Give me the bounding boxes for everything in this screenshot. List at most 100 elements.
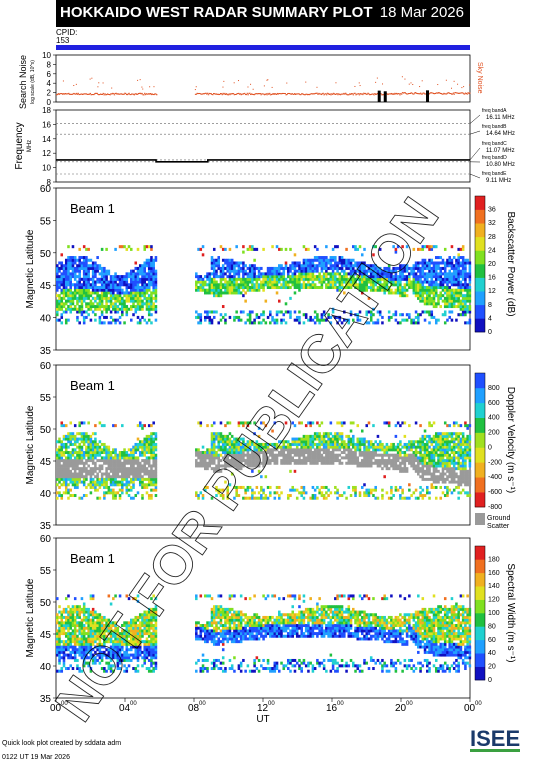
colorbar-tick-power-7: 28 xyxy=(488,234,496,241)
colorbar-label-width: Spectral Width (m s⁻¹) xyxy=(505,563,516,662)
colorbar-seg-width-2 xyxy=(475,639,485,654)
beam-label-power: Beam 1 xyxy=(70,201,115,216)
colorbar-tick-velocity-4: 0 xyxy=(488,444,492,451)
colorbar-seg-width-3 xyxy=(475,626,485,641)
cpid-value: 153 xyxy=(56,36,70,45)
colorbar-seg-power-5 xyxy=(475,250,485,265)
freq-band-value-4: 9.11 MHz xyxy=(486,178,511,184)
heatmap-cells-width xyxy=(56,594,472,673)
lat-tick-label-velocity-5: 60 xyxy=(40,361,52,372)
colorbar-seg-velocity-8 xyxy=(475,373,485,389)
colorbar-label-velocity: Doppler Velocity (m s⁻¹) xyxy=(505,387,516,493)
colorbar-tick-power-2: 8 xyxy=(488,302,492,309)
freq-band-name-0: freq bandA xyxy=(482,108,507,114)
colorbar-seg-velocity-1 xyxy=(475,477,485,493)
colorbar-tick-width-2: 40 xyxy=(488,650,496,657)
colorbar-seg-width-6 xyxy=(475,586,485,600)
colorbar-frame-velocity xyxy=(474,372,486,508)
colorbar-tick-velocity-2: -400 xyxy=(488,474,502,481)
freq-tick-label-3: 14 xyxy=(42,135,51,144)
colorbar-label-group-width: Spectral Width (m s⁻¹) xyxy=(505,563,516,662)
heatmap-cells-power xyxy=(56,245,472,325)
freq-band-value-0: 16.11 MHz xyxy=(486,115,515,121)
colorbar-seg-velocity-6 xyxy=(475,402,485,418)
plot-title: HOKKAIDO WEST RADAR SUMMARY PLOT xyxy=(60,4,373,21)
colorbar-seg-width-1 xyxy=(475,653,485,667)
x-tick-label-4: 16 xyxy=(326,703,338,714)
beam-label-bg-velocity xyxy=(66,375,136,395)
lat-ylabel-group-velocity: Magnetic Latitude xyxy=(25,405,36,484)
beam-label-bg-width xyxy=(66,548,136,568)
freq-band-name-3: freq bandD xyxy=(482,155,507,161)
colorbar-tick-power-9: 36 xyxy=(488,207,496,214)
cpid-key: CPID: xyxy=(56,28,78,37)
colorbar-seg-power-4 xyxy=(475,264,485,278)
colorbar-tick-width-3: 60 xyxy=(488,637,496,644)
colorbar-tick-velocity-1: -600 xyxy=(488,489,502,496)
colorbar-tick-width-6: 120 xyxy=(488,597,500,604)
colorbar-tick-width-4: 80 xyxy=(488,623,496,630)
colorbar-tick-width-8: 160 xyxy=(488,570,500,577)
colorbar-tick-width-1: 20 xyxy=(488,664,496,671)
colorbar-tick-width-0: 0 xyxy=(488,677,492,684)
lat-tick-label-velocity-1: 40 xyxy=(40,489,52,500)
beam-label-bg-power xyxy=(66,198,136,218)
noise-right-label-group: Sky Noise xyxy=(476,62,483,94)
isee-logo-bar xyxy=(470,749,520,752)
x-tick-label-6: 00 xyxy=(464,703,476,714)
lat-tick-label-velocity-4: 55 xyxy=(40,393,52,404)
colorbar-tick-power-8: 32 xyxy=(488,220,496,227)
freq-unit: MHz xyxy=(27,140,33,152)
freq-tick-label-4: 16 xyxy=(42,120,51,129)
colorbar-seg-velocity-2 xyxy=(475,462,485,478)
colorbar-tick-power-5: 20 xyxy=(488,261,496,268)
noise-tick-label-2: 4 xyxy=(47,79,52,88)
lat-tick-label-velocity-0: 35 xyxy=(40,521,52,532)
noise-panel-frame xyxy=(55,54,471,103)
freq-band-value-3: 10.80 MHz xyxy=(486,162,515,168)
colorbar-frame-power xyxy=(474,195,486,333)
colorbar-seg-power-3 xyxy=(475,277,485,292)
plot-title-bar: HOKKAIDO WEST RADAR SUMMARY PLOT 18 Mar … xyxy=(56,0,470,27)
colorbar-seg-power-7 xyxy=(475,223,485,238)
freq-ylabel-group: Frequency MHz xyxy=(14,122,33,169)
lat-tick-label-power-4: 55 xyxy=(40,216,52,227)
colorbar-seg-width-0 xyxy=(475,666,485,681)
freq-band-leader-4 xyxy=(469,173,481,179)
lat-ylabel-group-power: Magnetic Latitude xyxy=(25,229,36,308)
noise-tick-label-4: 8 xyxy=(47,60,52,69)
lat-tick-label-power-5: 60 xyxy=(40,184,52,195)
lat-ylabel-velocity: Magnetic Latitude xyxy=(25,405,36,484)
plot-date: 18 Mar 2026 xyxy=(379,4,464,21)
colorbar-seg-power-6 xyxy=(475,236,485,251)
lat-tick-label-width-2: 45 xyxy=(40,630,52,641)
footer-credit: Quick look plot created by sddata adm xyxy=(2,740,122,747)
x-tick-sup-3: 00 xyxy=(268,701,275,707)
colorbar-seg-velocity-5 xyxy=(475,417,485,433)
freq-band-name-1: freq bandB xyxy=(482,124,507,130)
lat-ylabel-width: Magnetic Latitude xyxy=(25,578,36,657)
colorbar-tick-power-1: 4 xyxy=(488,315,492,322)
footer-timestamp: 0122 UT 19 Mar 2026 xyxy=(2,754,70,761)
lat-tick-label-power-2: 45 xyxy=(40,281,52,292)
colorbar-label-power: Backscatter Power (dB) xyxy=(505,211,516,316)
ground-label: Ground xyxy=(487,515,510,522)
freq-tick-label-5: 18 xyxy=(42,106,51,115)
freq-tick-label-2: 12 xyxy=(42,149,51,158)
noise-ylabel-group: Search Noise log scale (dB, 10^x) xyxy=(18,55,36,109)
x-tick-label-1: 04 xyxy=(119,703,131,714)
lat-tick-label-velocity-3: 50 xyxy=(40,425,52,436)
colorbar-seg-velocity-7 xyxy=(475,387,485,404)
freq-band-value-1: 14.64 MHz xyxy=(486,131,515,137)
x-tick-label-2: 08 xyxy=(188,703,200,714)
freq-series xyxy=(56,159,470,163)
freq-tick-label-0: 8 xyxy=(47,178,52,187)
colorbar-seg-width-4 xyxy=(475,613,485,627)
noise-tick-label-0: 0 xyxy=(47,98,52,107)
colorbar-tick-width-7: 140 xyxy=(488,583,500,590)
colorbar-tick-power-3: 12 xyxy=(488,288,496,295)
lat-tick-label-width-3: 50 xyxy=(40,598,52,609)
x-tick-sup-5: 00 xyxy=(406,701,413,707)
colorbar-tick-power-6: 24 xyxy=(488,247,496,254)
